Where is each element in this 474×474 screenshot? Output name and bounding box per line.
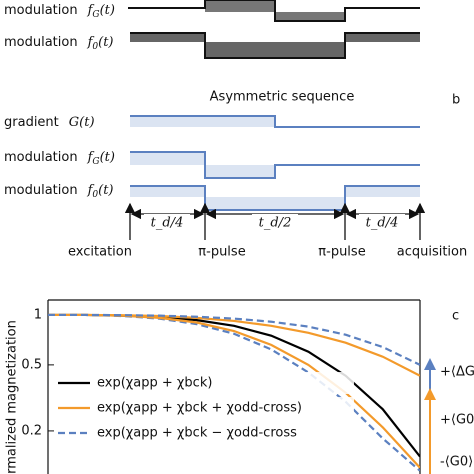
curve — [48, 313, 420, 377]
y-tick-label: 1 — [34, 307, 42, 322]
shade — [345, 186, 420, 197]
panel-title: Asymmetric sequence — [210, 90, 355, 105]
event-label: excitation — [68, 245, 132, 260]
label-word: modulation — [4, 183, 78, 198]
shade — [205, 197, 345, 210]
label-symbol: f — [87, 35, 95, 50]
label-word: gradient — [4, 115, 59, 130]
label-bg — [144, 214, 190, 232]
waveform — [130, 32, 420, 59]
curve — [48, 313, 420, 472]
label-arg: (t) — [79, 115, 94, 130]
annotation: +⟨ΔG0²⟩ — [440, 365, 474, 380]
panel-c-frame — [47, 299, 421, 474]
legend-bg — [54, 422, 354, 444]
interval-label: t_d/4 — [366, 216, 399, 231]
shade — [345, 33, 420, 42]
waveform — [130, 115, 420, 128]
event-label: π-pulse — [198, 245, 245, 260]
shade — [205, 0, 275, 12]
shade — [275, 12, 345, 21]
label-word: modulation — [4, 3, 78, 18]
label-symbol: f — [87, 183, 95, 198]
shade — [130, 152, 205, 165]
y-axis-label: rmalized magnetization — [5, 320, 20, 474]
label-arg: (t) — [100, 150, 115, 165]
arrow-head — [424, 388, 436, 400]
label-word: modulation — [4, 35, 78, 50]
label-sub: 0 — [92, 42, 98, 52]
shade — [130, 33, 205, 42]
shade — [205, 42, 345, 58]
arrow-head — [424, 358, 436, 370]
shade — [130, 116, 275, 127]
event-label: π-pulse — [318, 245, 365, 260]
annotation: -⟨G0⟩ — [440, 455, 473, 470]
shade — [130, 186, 205, 197]
legend-bg — [54, 397, 354, 419]
legend-label: exp(χapp + χbck) — [97, 376, 212, 391]
legend-label: exp(χapp + χbck − χodd-cross — [97, 426, 297, 441]
panel-letter: b — [452, 93, 460, 108]
row-label: modulation f0(t) — [4, 35, 114, 52]
shade — [205, 165, 275, 178]
event-label: acquisition — [397, 245, 468, 260]
curve — [48, 313, 420, 366]
y-tick-label: 0.5 — [21, 357, 42, 372]
annotation: +⟨G0⟩ — [440, 413, 474, 428]
panel-letter: c — [452, 309, 459, 324]
waveform — [130, 151, 420, 179]
label-word: modulation — [4, 150, 78, 165]
legend-label: exp(χapp + χbck + χodd-cross) — [97, 401, 302, 416]
label-bg — [359, 214, 405, 232]
interval-label: t_d/2 — [259, 216, 292, 231]
row-label: modulation fG(t) — [4, 3, 115, 20]
label-sub: 0 — [92, 190, 98, 200]
row-label: gradient G(t) — [4, 115, 95, 130]
label-arg: (t) — [100, 3, 115, 18]
label-bg — [252, 214, 298, 232]
row-label: modulation f0(t) — [4, 183, 114, 200]
legend-bg — [54, 372, 354, 394]
row-label: modulation fG(t) — [4, 150, 115, 167]
label-sub: G — [92, 10, 99, 20]
curve — [48, 313, 420, 469]
panel-a — [128, 0, 420, 59]
waveform — [128, 0, 420, 22]
label-symbol: G — [69, 115, 79, 130]
label-sub: G — [92, 157, 99, 167]
label-symbol: f — [87, 150, 95, 165]
label-arg: (t) — [98, 183, 113, 198]
label-arg: (t) — [98, 35, 113, 50]
interval-label: t_d/4 — [151, 216, 184, 231]
y-tick-label: 0.2 — [21, 423, 42, 438]
label-symbol: f — [87, 3, 95, 18]
